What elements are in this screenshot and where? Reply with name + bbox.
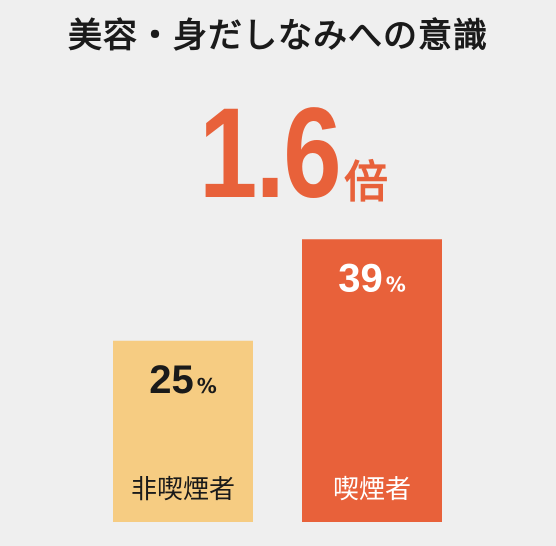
- chart-title: 美容・身だしなみへの意識: [68, 16, 488, 56]
- category-label-1: 非喫煙者: [131, 475, 235, 505]
- category-label-2: 喫煙者: [333, 475, 411, 505]
- bar-2: [302, 239, 442, 522]
- multiplier-value: 1.6: [198, 82, 342, 225]
- multiplier-unit: 倍: [343, 157, 388, 208]
- bar-1: [113, 340, 253, 522]
- bar-value-unit-1: %: [197, 374, 217, 398]
- bar-value-unit-2: %: [386, 272, 406, 296]
- bar-value-2: 39: [338, 256, 383, 300]
- bar-value-label-1: 25%: [149, 358, 217, 402]
- headline-multiplier: 1.6倍: [0, 80, 556, 227]
- bar-value-label-2: 39%: [338, 256, 406, 300]
- bar-value-1: 25: [149, 358, 194, 402]
